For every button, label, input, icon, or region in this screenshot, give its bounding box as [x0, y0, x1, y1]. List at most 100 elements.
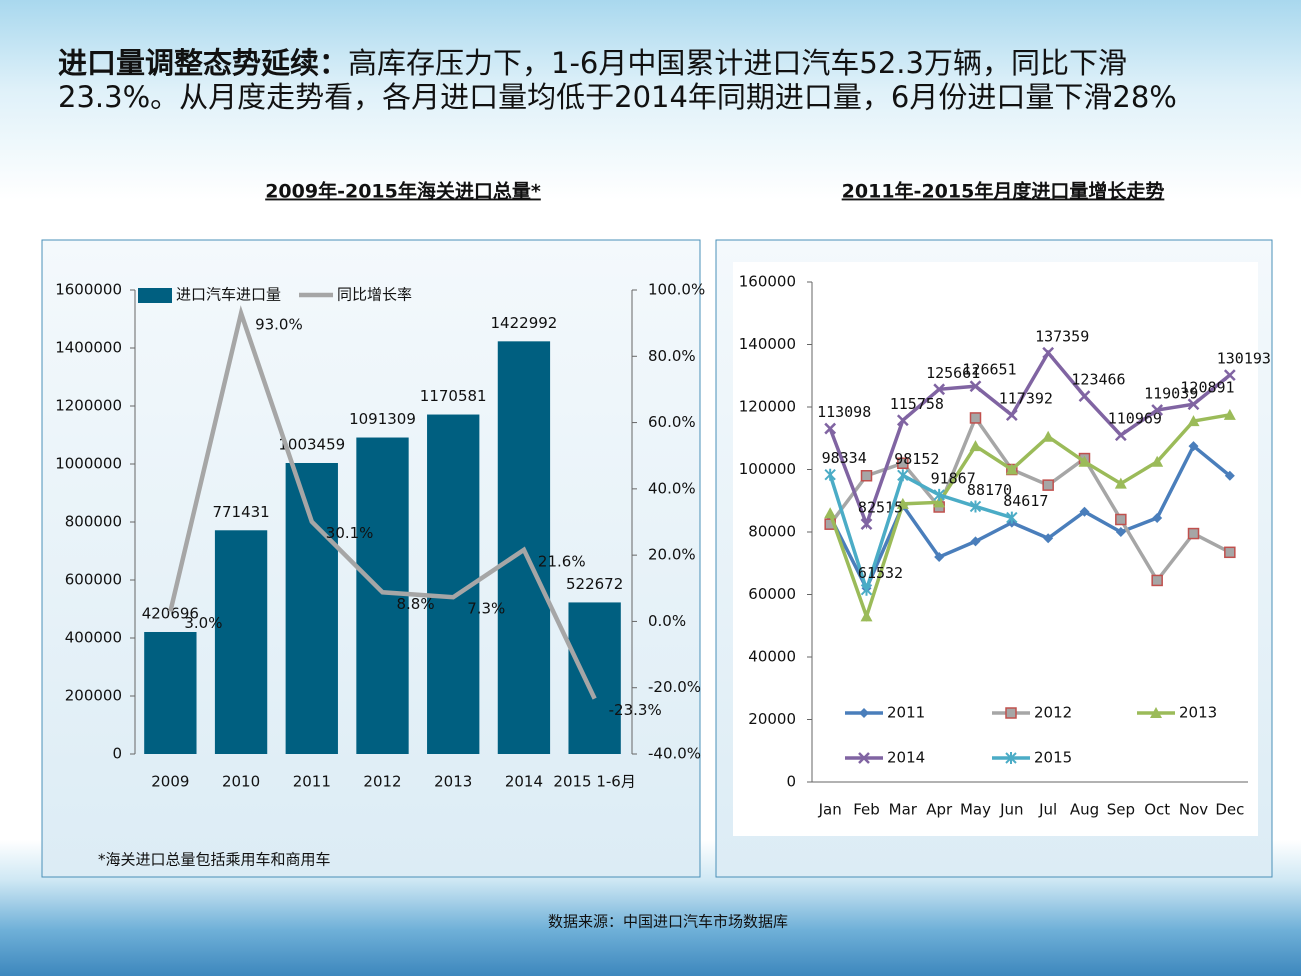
data-label: 88170	[967, 481, 1012, 499]
legend-label: 2013	[1179, 704, 1217, 722]
marker	[824, 422, 837, 435]
y-tick-label: 120000	[739, 398, 796, 416]
x-tick-label: 2015 1-6月	[553, 773, 635, 791]
x-tick-label: Jan	[818, 801, 842, 819]
marker	[933, 383, 946, 396]
x-tick-label: Aug	[1070, 801, 1099, 819]
marker	[1152, 512, 1163, 523]
x-tick-label: Jul	[1038, 801, 1057, 819]
marker	[1006, 511, 1018, 524]
data-label: 84617	[1003, 492, 1048, 510]
data-label: 1091309	[349, 410, 416, 428]
marker	[1187, 415, 1200, 427]
marker	[1005, 463, 1018, 475]
x-tick-label: 2014	[505, 773, 543, 791]
marker	[1223, 408, 1236, 420]
marker	[1114, 429, 1127, 442]
y-tick-label: 60000	[748, 585, 796, 603]
data-label: 98334	[822, 449, 867, 467]
marker	[933, 488, 945, 501]
legend-label: 2015	[1034, 749, 1072, 767]
y2-tick-label: 40.0%	[648, 479, 696, 497]
y2-tick-label: 20.0%	[648, 546, 696, 564]
x-tick-label: 2009	[151, 773, 189, 791]
data-label: 522672	[566, 575, 623, 593]
marker	[897, 469, 909, 482]
x-tick-label: Apr	[926, 801, 953, 819]
data-label: 119039	[1144, 385, 1198, 403]
data-label: 117392	[999, 390, 1053, 408]
x-tick-label: May	[960, 801, 991, 819]
legend-label: 2011	[887, 704, 925, 722]
marker	[1150, 707, 1162, 718]
marker	[933, 496, 946, 508]
legend-swatch	[138, 288, 172, 303]
y-tick-label: 1600000	[55, 281, 122, 299]
x-tick-label: Jun	[999, 801, 1023, 819]
marker	[1078, 390, 1091, 403]
x-tick-label: Nov	[1179, 801, 1208, 819]
marker	[1078, 455, 1091, 467]
marker	[1187, 527, 1200, 540]
marker	[1151, 455, 1164, 467]
marker	[970, 536, 981, 547]
marker	[1042, 430, 1055, 442]
note: *海关进口总量包括乘用车和商用车	[98, 851, 331, 869]
marker	[1114, 477, 1127, 489]
y2-tick-label: 0.0%	[648, 612, 686, 630]
x-tick-label: 2011	[293, 773, 331, 791]
marker	[860, 610, 873, 622]
y2-tick-label: 80.0%	[648, 347, 696, 365]
data-label: 7.3%	[467, 600, 505, 618]
y-tick-label: 40000	[748, 648, 796, 666]
data-label: 3.0%	[184, 614, 222, 632]
x-tick-label: Mar	[889, 801, 918, 819]
data-label: 113098	[817, 403, 871, 421]
marker	[1223, 369, 1236, 382]
marker	[1151, 574, 1163, 587]
data-label: 91867	[931, 469, 976, 487]
x-tick-label: Dec	[1215, 801, 1244, 819]
data-label: 125661	[926, 364, 980, 382]
y-tick-label: 0	[786, 773, 796, 791]
marker	[1042, 479, 1054, 491]
bar	[356, 437, 409, 754]
y2-tick-label: 60.0%	[648, 413, 696, 431]
x-tick-label: Oct	[1144, 801, 1170, 819]
data-label: 137359	[1035, 327, 1089, 345]
marker	[859, 708, 869, 718]
right-plot-bg	[733, 262, 1258, 836]
data-label: 110969	[1108, 410, 1162, 428]
marker	[1005, 409, 1018, 422]
x-tick-label: 2012	[363, 773, 401, 791]
headline-lead: 进口量调整态势延续：	[58, 46, 349, 80]
data-label: 30.1%	[326, 524, 374, 542]
bar	[285, 462, 338, 754]
marker	[896, 414, 909, 427]
marker	[824, 507, 837, 519]
legend-label: 2012	[1034, 704, 1072, 722]
data-label: 123466	[1071, 371, 1125, 389]
data-label: 1003459	[278, 435, 345, 453]
line	[168, 305, 597, 700]
marker	[860, 470, 873, 482]
marker	[1151, 404, 1164, 416]
data-label: -23.3%	[609, 701, 662, 719]
y-tick-label: 600000	[65, 571, 122, 589]
left-panel	[41, 239, 701, 878]
data-label: 1170581	[420, 387, 487, 405]
marker	[1115, 513, 1127, 526]
marker	[896, 497, 909, 509]
x-tick-label: 2010	[222, 773, 260, 791]
marker	[1005, 752, 1017, 764]
x-tick-label: Sep	[1107, 801, 1135, 819]
line	[828, 472, 1013, 596]
bar	[214, 530, 268, 754]
data-label: 130193	[1217, 350, 1271, 368]
y-tick-label: 1200000	[55, 397, 122, 415]
data-label: 771431	[212, 503, 269, 521]
marker	[1188, 441, 1199, 452]
data-label: 115758	[890, 395, 944, 413]
